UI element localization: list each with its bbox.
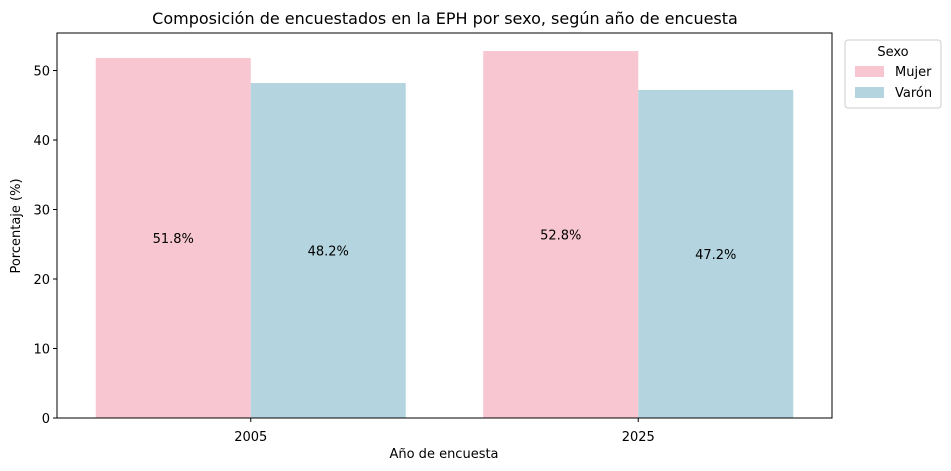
x-tick-label: 2005 — [234, 430, 267, 445]
x-axis-label: Año de encuesta — [389, 447, 498, 462]
legend: Sexo Mujer Varón — [844, 39, 942, 109]
legend-title: Sexo — [877, 45, 908, 60]
legend-label-mujer: Mujer — [895, 65, 932, 80]
x-axis: 2005 2025 — [234, 418, 655, 445]
bar-value-label: 51.8% — [153, 232, 194, 247]
bar-mujer-2005 — [95, 58, 251, 418]
y-tick-label: 10 — [33, 343, 50, 358]
bar-mujer-2025 — [483, 51, 639, 418]
chart-title: Composición de encuestados en la EPH por… — [152, 9, 738, 28]
y-tick-label: 0 — [42, 412, 50, 427]
plot-frame — [56, 32, 833, 419]
bars-group — [95, 51, 794, 418]
legend-swatch-varon — [855, 87, 884, 98]
x-tick-label: 2025 — [622, 430, 655, 445]
bar-value-label: 48.2% — [308, 245, 349, 260]
y-tick-label: 30 — [33, 204, 50, 219]
y-tick-label: 50 — [33, 65, 50, 80]
bar-varon-2025 — [638, 89, 794, 418]
legend-label-varon: Varón — [895, 86, 932, 101]
y-axis-label: Porcentaje (%) — [9, 178, 24, 273]
bar-value-label: 52.8% — [540, 229, 581, 244]
y-tick-label: 40 — [33, 134, 50, 149]
bar-value-label: 47.2% — [695, 248, 736, 263]
y-axis: 0 10 20 30 40 50 — [33, 65, 57, 427]
legend-swatch-mujer — [855, 66, 884, 77]
bar-varon-2005 — [250, 83, 406, 418]
bar-labels-group: 51.8% 52.8% 48.2% 47.2% — [153, 229, 737, 263]
y-tick-label: 20 — [33, 273, 50, 288]
